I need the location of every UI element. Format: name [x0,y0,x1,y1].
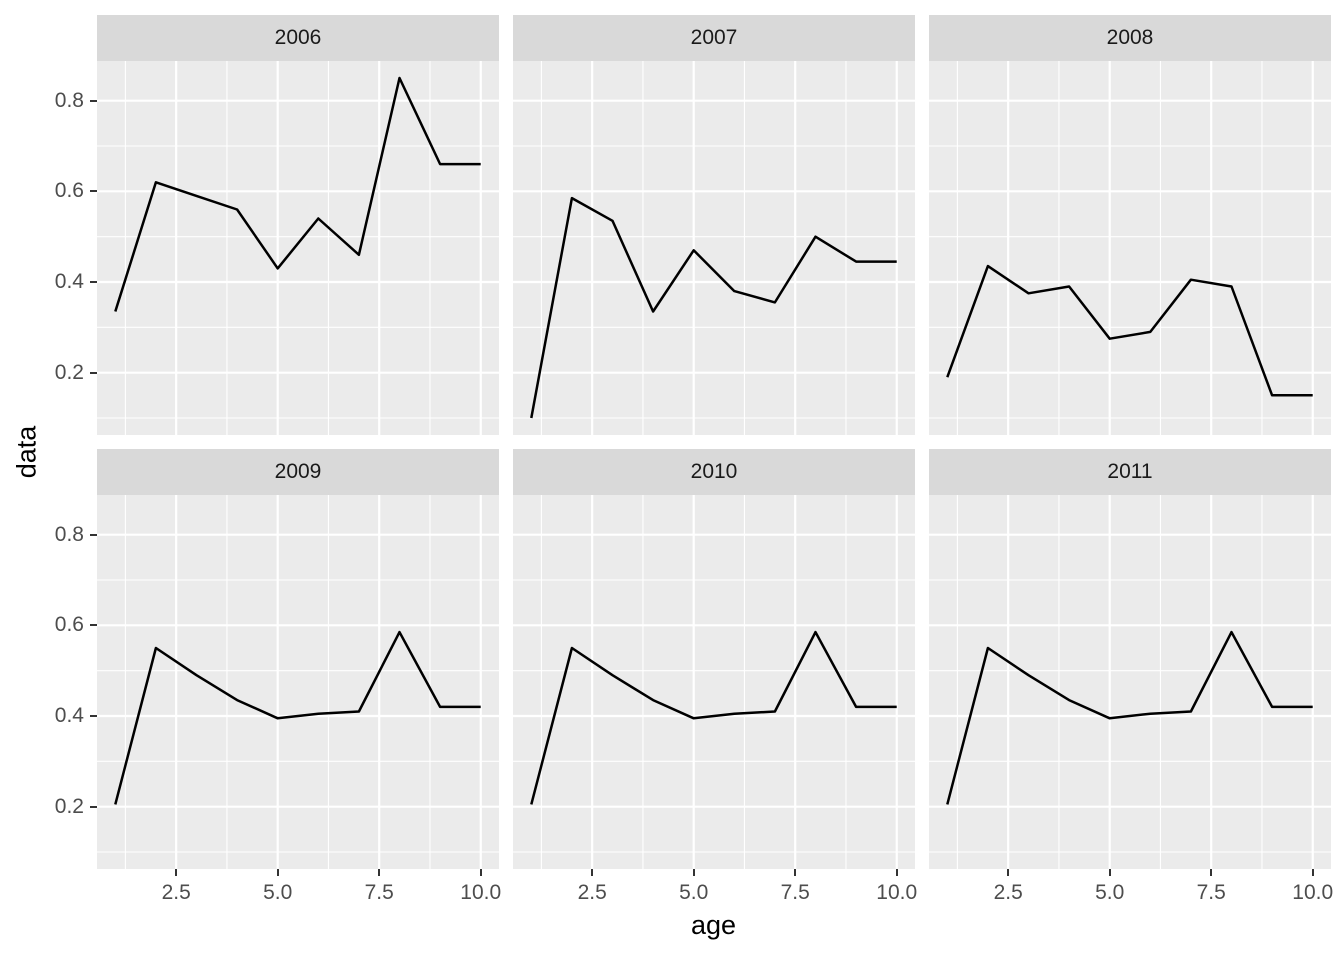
facet-strip: 2006 [97,15,499,61]
y-axis-tick [90,624,97,627]
x-axis-tick-label: 2.5 [993,881,1023,904]
x-axis-tick [479,869,482,876]
x-axis-tick [378,869,381,876]
y-axis-tick-label: 0.6 [54,613,84,637]
facet-strip-label: 2007 [690,26,738,49]
y-axis-tick-label: 0.4 [54,704,84,727]
data-line [114,630,481,805]
x-axis-tick [794,869,797,876]
facet-strip-label: 2006 [274,26,322,49]
facet-strip-label: 2009 [274,460,322,483]
x-axis-tick [1311,869,1314,876]
facet-strip: 2010 [513,449,915,495]
y-axis-tick-label: 0.8 [54,88,84,112]
facet-panel [929,495,1331,869]
y-axis-tick [90,715,97,717]
facet-strip: 2007 [513,15,915,61]
x-axis-tick-label: 7.5 [780,881,810,904]
y-axis-tick [90,533,97,536]
facet-strip-label: 2011 [1107,460,1153,483]
y-axis-tick-label: 0.2 [54,794,84,818]
facet-panel [929,61,1331,435]
facet-strip: 2009 [97,449,499,495]
data-line [946,264,1313,397]
y-axis-tick [90,281,97,283]
y-axis-tick [90,99,97,102]
line-chart-svg [97,495,499,869]
x-axis-tick [591,869,594,876]
y-axis-tick [90,190,97,193]
line-chart-svg [513,495,915,869]
y-axis-title: data [11,425,42,479]
facet-panel [513,61,915,435]
facet-strip: 2011 [929,449,1331,495]
data-line [946,630,1313,805]
x-axis-tick [895,869,898,876]
y-axis-tick-label: 0.2 [54,360,84,384]
x-axis-tick-label: 10.0 [460,881,502,904]
x-axis-tick-label: 5.0 [679,881,709,904]
facet-panel [513,495,915,869]
x-axis-tick [1108,869,1111,876]
data-line [530,196,897,419]
x-axis-tick [1007,869,1010,876]
x-axis-tick [276,869,279,876]
line-chart-svg [513,61,915,435]
line-chart-svg [929,61,1331,435]
facet-strip-label: 2008 [1106,26,1154,49]
y-axis-tick-label: 0.4 [54,270,84,293]
x-axis-tick-label: 10.0 [876,881,918,904]
x-axis-tick [692,869,695,876]
x-axis-tick [175,869,178,876]
facet-panel [97,495,499,869]
x-axis-tick-label: 7.5 [1196,881,1226,904]
y-axis-tick [90,371,97,374]
facet-strip-label: 2010 [690,460,738,483]
line-chart-svg [929,495,1331,869]
x-axis-tick [1210,869,1213,876]
facet-strip: 2008 [929,15,1331,61]
line-chart-svg [97,61,499,435]
x-axis-tick-label: 2.5 [577,881,607,904]
y-axis-tick [90,805,97,808]
x-axis-tick-label: 5.0 [263,881,293,904]
data-line [530,630,897,805]
x-axis-tick-label: 2.5 [161,881,191,904]
x-axis-title: age [690,910,737,940]
y-axis-tick-label: 0.6 [54,179,84,203]
data-line [114,76,481,312]
x-axis-tick-label: 10.0 [1292,881,1334,904]
facet-panel [97,61,499,435]
x-axis-tick-label: 5.0 [1095,881,1125,904]
y-axis-tick-label: 0.8 [54,522,84,546]
x-axis-tick-label: 7.5 [364,881,394,904]
